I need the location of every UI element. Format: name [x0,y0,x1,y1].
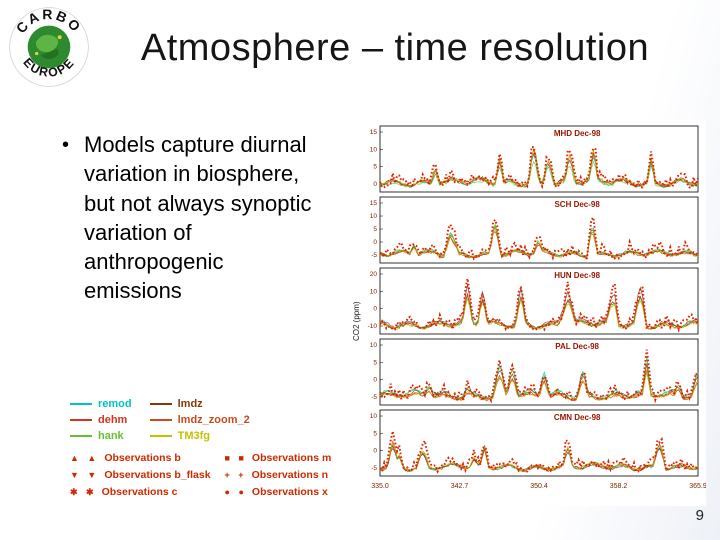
x-axis-tick-label: 365.9 [689,483,706,490]
svg-text:-5: -5 [371,394,377,401]
observation-legend-item: + + Observations n [225,469,332,481]
x-axis-tick-label: 358.2 [610,483,628,490]
model-legend-item: dehm [70,414,132,426]
observation-legend-label: Observations n [251,469,329,481]
svg-text:-5: -5 [371,465,377,472]
legend-line-sample [149,419,172,421]
bullet-text: Models capture diurnal variation in bios… [84,132,312,304]
observation-legend-label: Observations m [251,452,332,464]
svg-text:10: 10 [370,146,378,153]
observation-marker-icon: ✱ ✱ [70,486,97,497]
legend-line-sample [70,435,92,437]
co2-chart: 15 10 5 0 MHD Dec-98 15 10 5 0 -5 SCH Dec-98 20 10 0 -… [350,120,707,506]
svg-text:0: 0 [373,448,377,455]
x-axis-tick-label: 335.0 [371,483,389,490]
model-legend-item: hank [70,430,132,442]
slide-header: CARBO EUROPE Atmosphere – time resolutio… [0,0,720,96]
observations-legend: ▲ ▲ Observations b ▼ ▼ Observations b_flask… [70,452,370,498]
svg-text:5: 5 [373,430,377,437]
svg-text:-5: -5 [371,252,377,259]
model-legend-label: hank [98,430,124,442]
x-axis-tick-label: 350.4 [530,483,548,490]
panel-title: CMN Dec-98 [554,413,601,422]
legend-line-sample [70,403,92,405]
bullet-glyph: • [62,134,70,156]
svg-text:0: 0 [373,239,377,246]
model-legend-label: lmdz_zoom_2 [177,414,250,426]
model-legend-label: TM3fg [177,430,211,442]
panel-title: SCH Dec-98 [554,200,600,209]
svg-text:20: 20 [370,271,378,278]
observation-legend-item: ● ● Observations x [225,486,332,498]
observation-marker-icon: ● ● [224,487,247,497]
observation-legend-item: ▼ ▼ Observations b_flask [70,469,211,481]
legend-line-sample [149,403,172,405]
observation-marker-icon: ■ ■ [224,453,247,463]
panel-title: HUN Dec-98 [554,271,600,280]
x-axis-tick-label: 342.7 [451,483,469,490]
svg-text:0: 0 [373,306,377,313]
slide-title: Atmosphere – time resolution [140,26,650,69]
svg-text:0: 0 [373,181,377,188]
legend-line-sample [149,435,172,437]
observation-marker-icon: ▲ ▲ [70,453,100,463]
y-axis-label: CO2 (ppm) [352,301,361,341]
svg-text:15: 15 [370,129,378,136]
model-legend-item: lmdz [149,398,250,410]
svg-text:10: 10 [370,288,378,295]
svg-text:5: 5 [373,226,377,233]
svg-text:10: 10 [370,413,378,420]
svg-text:5: 5 [373,359,377,366]
model-legend-item: remod [70,398,132,410]
panel-title: PAL Dec-98 [555,342,599,351]
observation-legend-item: ▲ ▲ Observations b [70,452,211,464]
svg-text:-10: -10 [368,323,378,330]
observation-legend-label: Observations b_flask [104,469,211,481]
model-legend-label: lmdz [177,398,203,410]
svg-text:15: 15 [370,200,378,207]
co2-chart-svg: 15 10 5 0 MHD Dec-98 15 10 5 0 -5 SCH Dec-98 20 10 0 -… [352,125,707,490]
observation-marker-icon: ▼ ▼ [70,470,100,480]
svg-text:10: 10 [370,342,378,349]
model-legend-label: remod [98,398,132,410]
observation-legend-item: ■ ■ Observations m [225,452,332,464]
observation-legend-item: ✱ ✱ Observations c [70,486,211,498]
page-number: 9 [695,507,704,524]
panel-title: MHD Dec-98 [554,129,601,138]
svg-text:10: 10 [370,213,378,220]
bullet-item: • Models capture diurnal variation in bi… [62,130,314,306]
observation-marker-icon: + + [224,470,247,480]
model-legend: remod dehm hank lmdz lmdz_zoom_2 TM3fg [70,398,350,442]
carboeurope-logo: CARBO EUROPE [9,6,89,87]
observation-legend-label: Observations b [104,452,181,464]
model-legend-label: dehm [98,414,128,426]
legend-line-sample [70,419,92,421]
svg-text:0: 0 [373,377,377,384]
observation-legend-label: Observations c [101,486,178,498]
svg-text:5: 5 [373,164,377,171]
observation-legend-label: Observations x [251,486,328,498]
model-legend-item: TM3fg [149,430,250,442]
model-legend-item: lmdz_zoom_2 [149,414,250,426]
